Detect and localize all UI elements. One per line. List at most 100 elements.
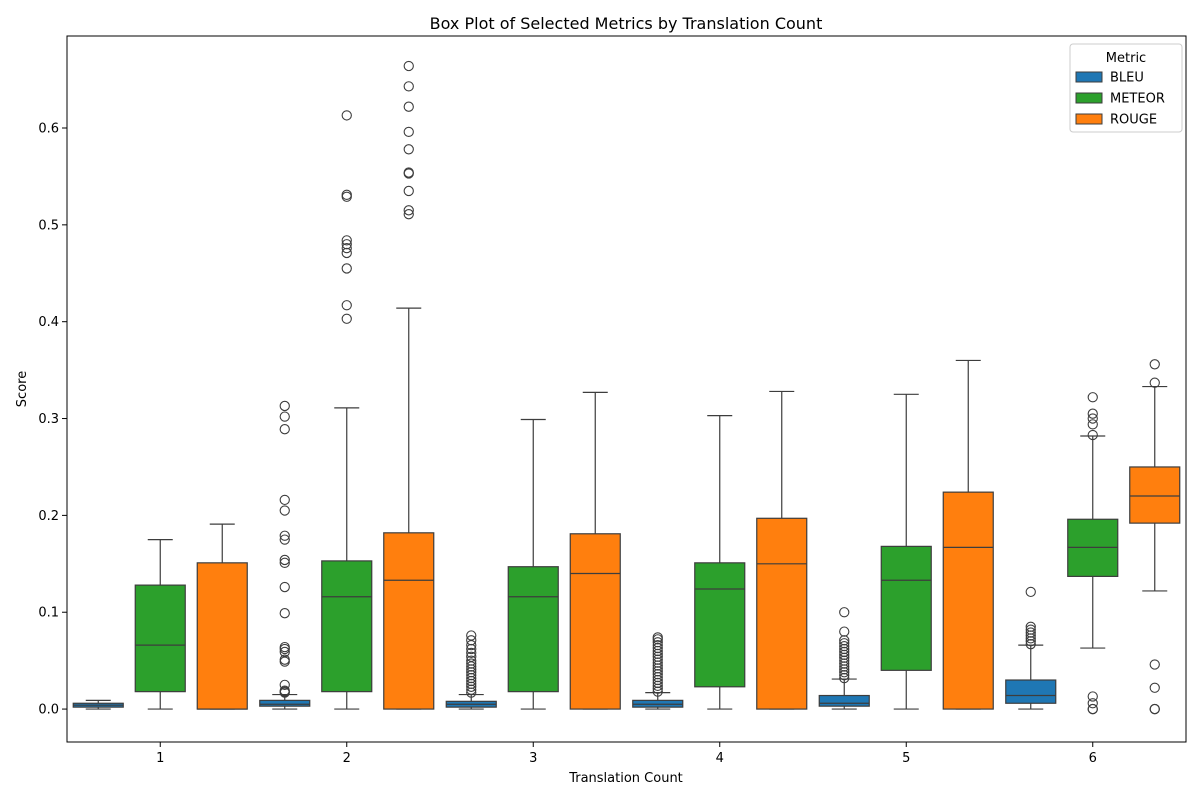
- outlier-point: [341, 239, 352, 250]
- x-tick-label: 4: [716, 751, 724, 766]
- outlier-point: [839, 640, 850, 652]
- box-body: [134, 584, 186, 693]
- outlier-point: [1087, 429, 1098, 441]
- series-meteor: [134, 110, 1119, 715]
- box-rouge-6: [1129, 359, 1181, 715]
- outlier-point: [403, 185, 414, 197]
- legend-swatch: [1075, 92, 1103, 104]
- legend-label: ROUGE: [1110, 113, 1157, 128]
- outlier-point: [1087, 408, 1098, 419]
- outlier-point: [1087, 413, 1098, 424]
- box-body: [694, 562, 746, 688]
- outlier-point: [1149, 377, 1160, 388]
- outlier-point: [1087, 419, 1098, 430]
- outlier-point: [279, 557, 290, 568]
- outlier-point: [652, 640, 663, 651]
- legend-title: Metric: [1106, 51, 1146, 66]
- y-axis: 0.0 0.1 0.2 0.3 0.4 0.5 0.6: [38, 122, 67, 718]
- box-body: [942, 491, 994, 710]
- outlier-point: [279, 505, 290, 516]
- x-tick-label: 3: [529, 751, 537, 766]
- outlier-point: [279, 424, 290, 435]
- legend-swatch: [1075, 113, 1103, 125]
- outlier-point: [279, 534, 290, 545]
- box-body: [196, 562, 248, 710]
- outlier-point: [279, 608, 290, 619]
- outlier-point: [652, 637, 663, 648]
- outlier-point: [466, 655, 477, 666]
- outlier-point: [403, 144, 414, 155]
- x-tick-label: 2: [343, 751, 351, 766]
- outlier-point: [279, 554, 290, 566]
- box-body: [321, 560, 373, 693]
- outlier-point: [1025, 621, 1036, 632]
- outlier-point: [279, 679, 290, 691]
- outlier-point: [279, 685, 290, 696]
- outlier-point: [652, 632, 663, 643]
- outlier-point: [1149, 703, 1160, 715]
- outlier-point: [279, 656, 290, 667]
- outlier-point: [279, 581, 290, 593]
- outlier-point: [1025, 627, 1036, 638]
- outlier-point: [1149, 659, 1160, 670]
- box-body: [507, 566, 559, 693]
- box-meteor-1: [134, 538, 186, 710]
- outlier-point: [403, 205, 414, 216]
- legend-swatch: [1075, 71, 1103, 83]
- x-tick-label: 6: [1089, 751, 1097, 766]
- plot-area: 0.0 0.1 0.2 0.3 0.4 0.5 0.6 1 2 3 4 5 6: [38, 35, 1187, 766]
- outlier-point: [279, 654, 290, 665]
- box-rouge-3: [569, 391, 621, 710]
- x-axis: 1 2 3 4 5 6: [156, 742, 1097, 766]
- box-bleu-1: [72, 699, 124, 710]
- legend-entry-meteor: METEOR: [1075, 92, 1165, 107]
- box-rouge-1: [196, 523, 248, 710]
- y-tick-label: 0.0: [38, 703, 59, 718]
- outlier-point: [1087, 691, 1098, 702]
- y-tick-label: 0.2: [38, 509, 59, 524]
- outlier-point: [466, 635, 477, 646]
- outlier-point: [279, 494, 290, 506]
- box-bleu-2: [259, 400, 311, 710]
- legend-entries: BLEU METEOR ROUGE: [1075, 71, 1165, 128]
- legend-label: METEOR: [1110, 92, 1165, 107]
- chart-title: Box Plot of Selected Metrics by Translat…: [430, 14, 823, 33]
- outlier-point: [1087, 698, 1098, 709]
- box-body: [1005, 679, 1057, 704]
- outlier-point: [403, 167, 414, 178]
- box-bleu-5: [818, 607, 870, 710]
- outlier-point: [341, 313, 352, 324]
- x-axis-title: Translation Count: [568, 771, 683, 786]
- legend-frame: [1069, 43, 1183, 133]
- outlier-point: [341, 189, 352, 200]
- outlier-point: [1025, 624, 1036, 635]
- series-rouge: [196, 60, 1181, 715]
- outlier-point: [1087, 392, 1098, 403]
- outlier-point: [341, 110, 352, 121]
- outlier-point: [403, 101, 414, 112]
- y-tick-label: 0.3: [38, 412, 59, 427]
- box-body: [383, 532, 435, 710]
- outlier-point: [341, 263, 352, 274]
- outlier-point: [839, 638, 850, 649]
- outlier-point: [466, 658, 477, 669]
- x-tick-label: 1: [156, 751, 164, 766]
- outlier-point: [279, 646, 290, 658]
- box-body: [880, 545, 932, 671]
- y-tick-label: 0.6: [38, 122, 59, 137]
- outlier-point: [341, 300, 352, 311]
- outlier-point: [466, 630, 477, 641]
- box-meteor-5: [880, 393, 932, 710]
- y-tick-label: 0.4: [38, 315, 59, 330]
- outlier-point: [466, 647, 477, 659]
- box-bleu-3: [445, 630, 497, 710]
- outlier-point: [403, 209, 414, 220]
- x-tick-label: 5: [902, 751, 910, 766]
- legend-label: BLEU: [1110, 71, 1144, 86]
- outlier-point: [279, 641, 290, 653]
- outlier-point: [1025, 586, 1036, 598]
- outlier-point: [1149, 682, 1160, 693]
- outlier-point: [1149, 359, 1160, 370]
- box-bleu-4: [632, 632, 684, 710]
